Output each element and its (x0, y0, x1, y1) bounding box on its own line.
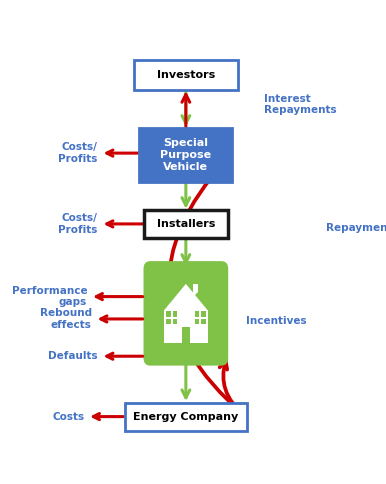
FancyBboxPatch shape (166, 311, 177, 324)
Text: Defaults: Defaults (48, 351, 98, 361)
Text: Energy Company: Energy Company (133, 411, 239, 422)
FancyBboxPatch shape (134, 60, 238, 90)
Text: Costs/
Profits: Costs/ Profits (58, 142, 98, 164)
Text: Rebound
effects: Rebound effects (39, 308, 91, 330)
FancyBboxPatch shape (139, 128, 232, 182)
Text: Special
Purpose
Vehicle: Special Purpose Vehicle (160, 138, 212, 171)
Polygon shape (164, 310, 208, 343)
FancyBboxPatch shape (195, 311, 206, 324)
Text: Installers: Installers (157, 219, 215, 229)
Polygon shape (164, 284, 208, 310)
Text: Repayments: Repayments (327, 223, 386, 233)
FancyBboxPatch shape (125, 403, 247, 431)
Text: Investors: Investors (157, 70, 215, 80)
FancyBboxPatch shape (146, 263, 226, 363)
Text: Costs: Costs (52, 411, 84, 422)
Text: Costs/
Profits: Costs/ Profits (58, 213, 98, 235)
Text: Interest
Repayments: Interest Repayments (264, 94, 336, 116)
FancyArrowPatch shape (220, 361, 244, 415)
Text: Performance
gaps: Performance gaps (12, 286, 87, 307)
FancyBboxPatch shape (144, 210, 228, 238)
Polygon shape (193, 284, 198, 298)
FancyArrowPatch shape (169, 160, 244, 415)
Polygon shape (182, 327, 190, 343)
Text: Incentives: Incentives (246, 316, 306, 326)
